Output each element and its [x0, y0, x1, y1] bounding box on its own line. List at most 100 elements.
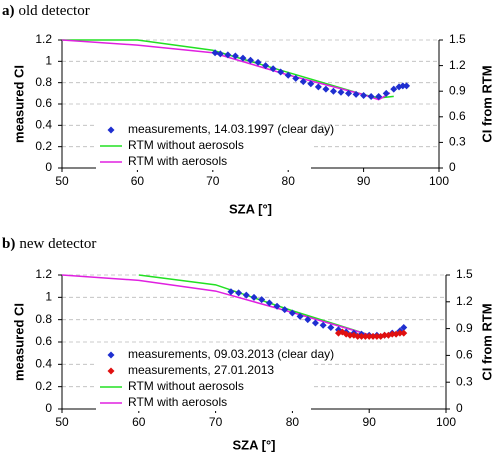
data-point [360, 91, 368, 99]
x-tick-label: 90 [363, 415, 377, 429]
data-point [327, 323, 335, 331]
y-axis-label: measured CI [11, 65, 26, 143]
x-tick-label: 100 [436, 415, 456, 429]
data-point [262, 62, 270, 70]
plot [62, 39, 411, 101]
panel-label: b) [2, 236, 15, 252]
x-tick-label: 60 [132, 415, 146, 429]
x-tick-label: 50 [55, 174, 69, 188]
data-point [311, 319, 319, 327]
data-point [345, 89, 353, 97]
y2-tick-label: 0.9 [456, 321, 473, 335]
data-point [388, 330, 396, 338]
legend-label: measurements, 09.03.2013 (clear day) [128, 347, 334, 361]
legend-box [96, 121, 311, 170]
y2-tick-label: 1.2 [456, 294, 473, 308]
y2-tick-label: 0.3 [449, 135, 466, 149]
data-point [354, 332, 362, 340]
data-point [399, 82, 407, 90]
data-point [314, 83, 322, 91]
data-point [288, 309, 296, 317]
legend-swatch [107, 367, 115, 375]
data-point [403, 82, 411, 90]
x-tick-label: 60 [131, 174, 145, 188]
y-tick-label: 0.4 [35, 357, 52, 371]
data-point [322, 85, 330, 93]
data-point [281, 306, 289, 314]
x-tick-label: 50 [55, 415, 69, 429]
data-point [224, 51, 232, 59]
panel-title-text: old detector [19, 3, 90, 19]
legend-label: RTM with aerosols [128, 395, 227, 409]
data-point [319, 321, 327, 329]
legend-box [96, 346, 311, 411]
data-point [265, 299, 273, 307]
data-point [307, 80, 315, 88]
y2-tick-label: 1.5 [456, 267, 473, 281]
y2-axis-label: CI from RTM [479, 303, 494, 380]
data-point [273, 302, 281, 310]
x-axis-label: SZA [°] [233, 437, 276, 452]
y-tick-label: 0.8 [35, 75, 52, 89]
data-point [367, 93, 375, 101]
y2-tick-label: 1.2 [449, 58, 466, 72]
y-tick-label: 1.2 [35, 32, 52, 46]
y-tick-label: 0.4 [35, 118, 52, 132]
x-tick-label: 80 [286, 415, 300, 429]
data-point [269, 65, 277, 73]
data-point [211, 49, 219, 57]
y-tick-label: 0.2 [35, 139, 52, 153]
y-tick-label: 0 [45, 401, 52, 415]
data-point [375, 93, 383, 101]
y-axis-label: measured CI [11, 303, 26, 381]
data-point [299, 78, 307, 86]
y-tick-label: 0.8 [35, 312, 52, 326]
x-tick-label: 90 [357, 174, 371, 188]
panel-title: a) old detector [2, 3, 90, 19]
data-point [358, 332, 366, 340]
data-point [250, 293, 258, 301]
legend-label: RTM without aerosols [128, 138, 244, 152]
data-point [400, 329, 408, 337]
y2-tick-label: 0.3 [456, 374, 473, 388]
data-point [390, 85, 398, 93]
data-point [346, 331, 354, 339]
y2-axis-label: CI from RTM [479, 65, 494, 142]
data-point [227, 288, 235, 296]
y-tick-label: 1.2 [35, 267, 52, 281]
data-point [284, 71, 292, 79]
data-point [216, 50, 224, 58]
legend-swatch [107, 126, 115, 134]
x-tick-label: 100 [429, 174, 449, 188]
x-tick-label: 80 [282, 174, 296, 188]
data-point [231, 52, 239, 60]
data-point [352, 90, 360, 98]
data-point [396, 329, 404, 337]
data-point [247, 56, 254, 64]
data-point [242, 291, 250, 299]
legend-label: RTM with aerosols [128, 154, 227, 168]
data-point [258, 296, 266, 304]
data-point [337, 88, 345, 96]
y-tick-label: 0.6 [35, 334, 52, 348]
data-point [254, 58, 262, 66]
y2-tick-label: 0.9 [449, 83, 466, 97]
x-axis-label: SZA [°] [229, 201, 272, 216]
data-point [239, 54, 247, 62]
y-tick-label: 0.6 [35, 96, 52, 110]
y-tick-label: 0.2 [35, 379, 52, 393]
data-point [277, 68, 285, 76]
panel-label: a) [2, 3, 15, 19]
x-tick-label: 70 [206, 174, 220, 188]
legend-label: measurements, 27.01.2013 [128, 363, 274, 377]
data-point [361, 332, 369, 340]
y-tick-label: 0 [45, 160, 52, 174]
data-point [373, 332, 381, 340]
panel-title: b) new detector [2, 236, 96, 252]
y-tick-label: 1 [45, 54, 52, 68]
legend-label: RTM without aerosols [128, 379, 244, 393]
data-point [329, 87, 337, 95]
data-point [365, 332, 373, 340]
x-tick-label: 70 [209, 415, 223, 429]
